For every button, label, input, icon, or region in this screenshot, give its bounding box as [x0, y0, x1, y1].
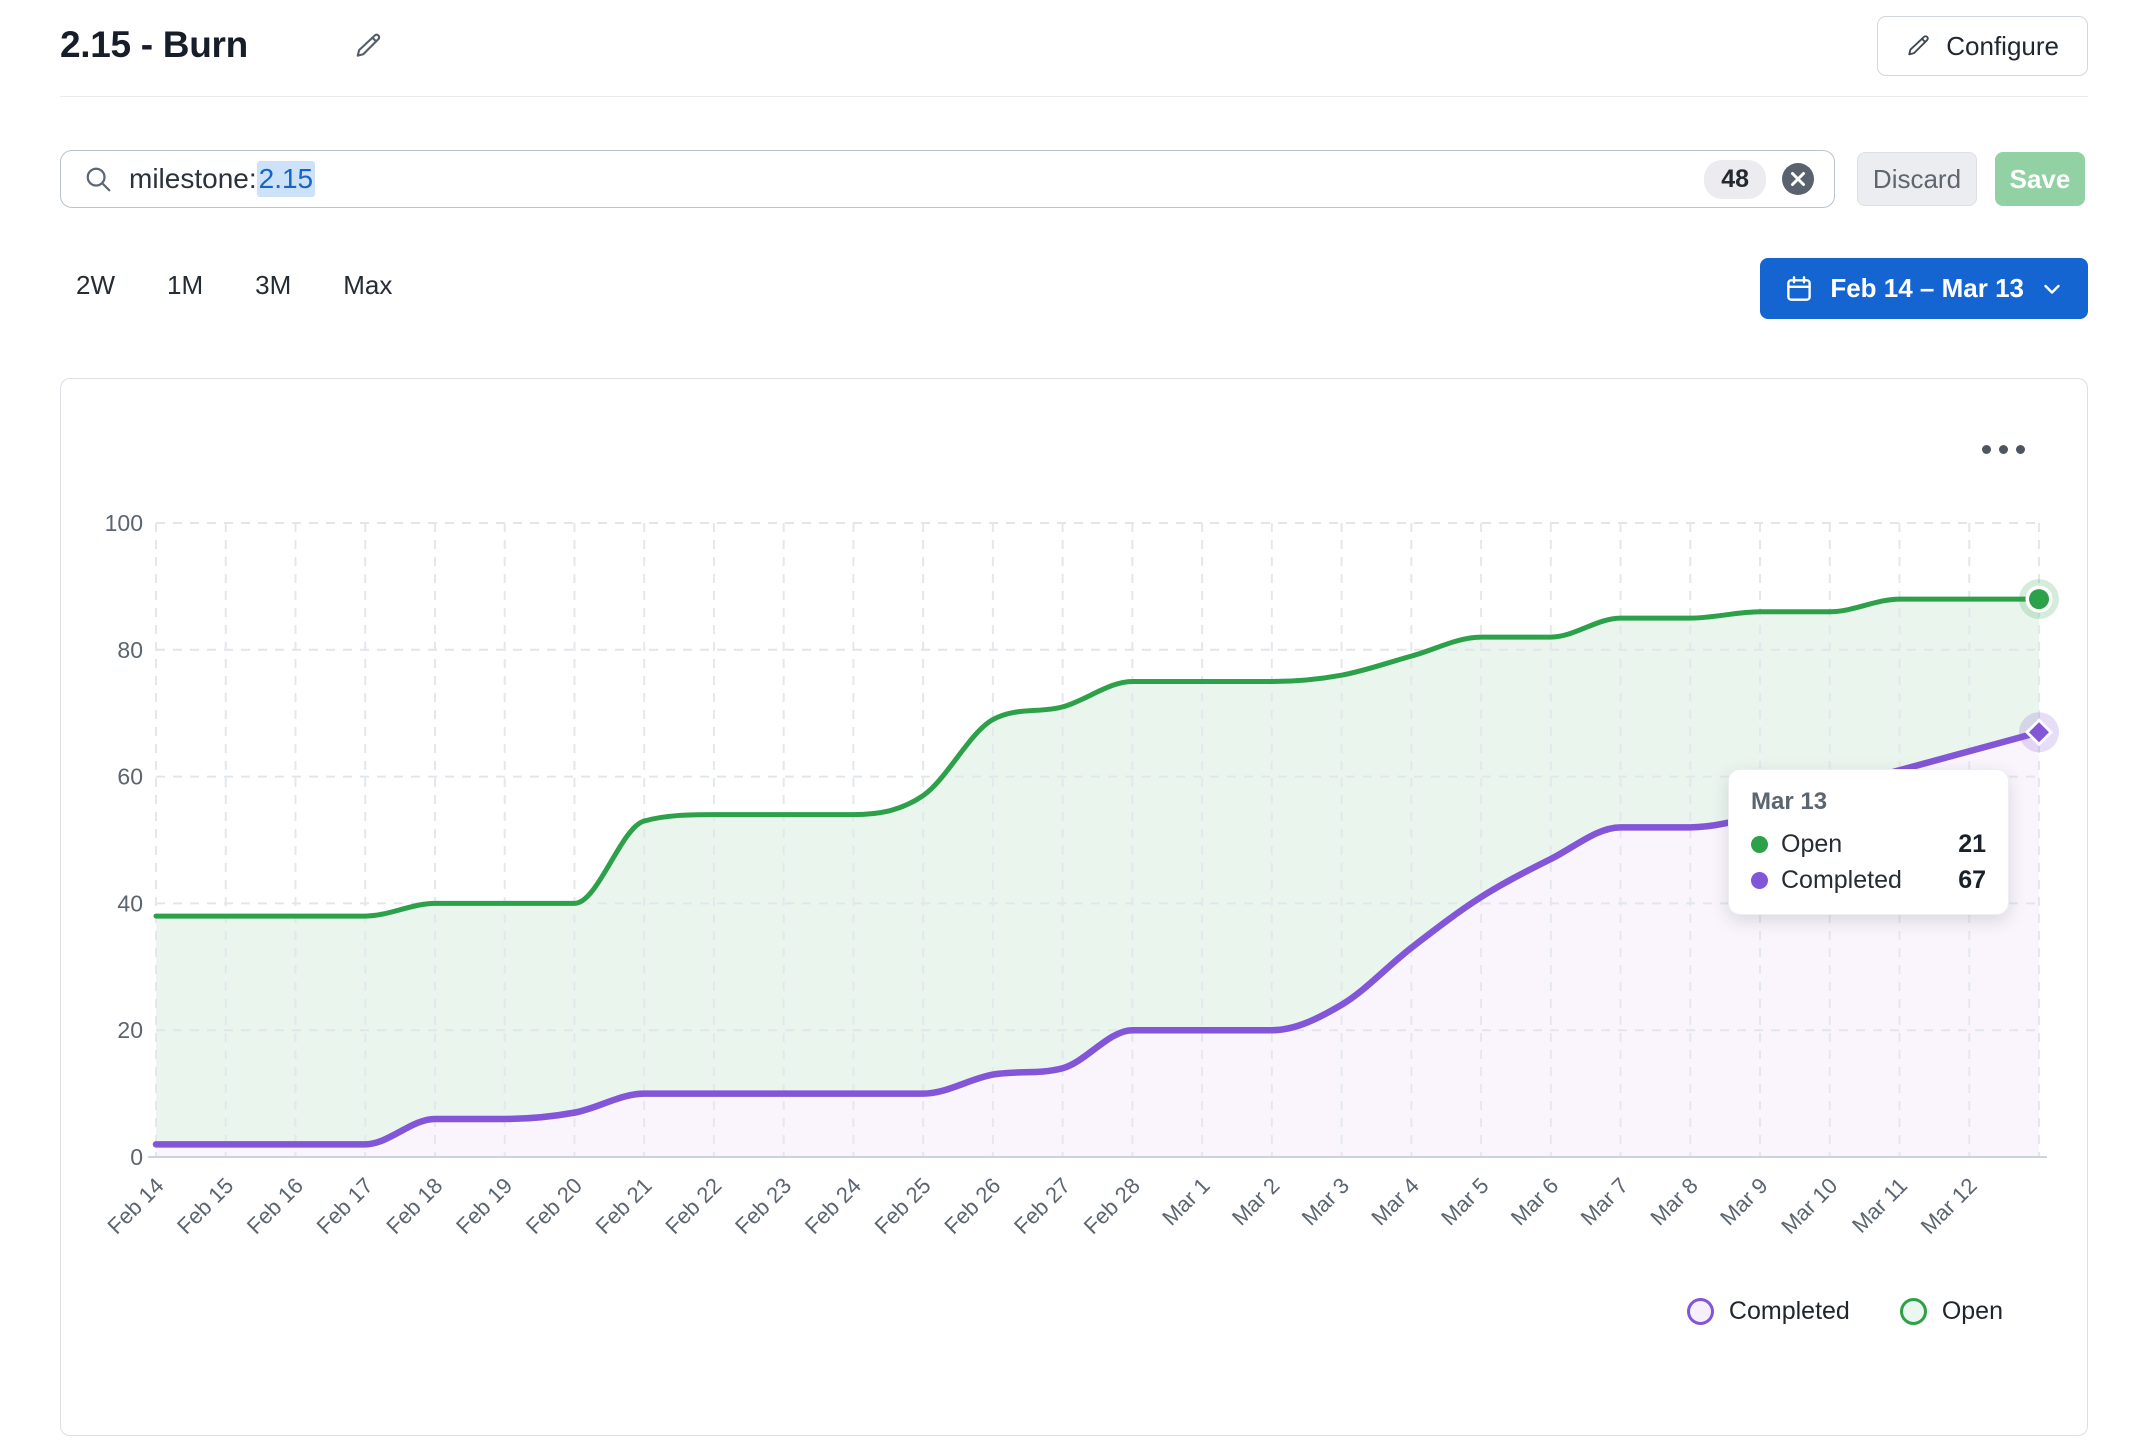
close-circle-icon — [1780, 161, 1816, 197]
svg-text:Mar 5: Mar 5 — [1436, 1173, 1493, 1230]
legend-label-completed: Completed — [1728, 1297, 1850, 1325]
svg-text:Mar 4: Mar 4 — [1366, 1173, 1423, 1230]
open-dot-icon — [1751, 835, 1768, 853]
search-icon — [86, 167, 111, 192]
legend-item-completed[interactable]: Completed — [1686, 1297, 1850, 1326]
completed-line — [152, 728, 2043, 1148]
svg-text:Mar 10: Mar 10 — [1776, 1173, 1842, 1239]
configure-label: Configure — [1946, 30, 2059, 61]
x-axis-labels: Feb 14 Feb 15 Feb 16 Feb 17 Feb 18 Feb 19 Feb … — [102, 1173, 1981, 1239]
query-token-selected: 2.15 — [256, 161, 316, 197]
svg-text:Feb 25: Feb 25 — [870, 1173, 936, 1239]
gridlines — [155, 522, 2040, 1157]
date-range-button[interactable]: Feb 14 – Mar 13 — [1760, 258, 2088, 319]
svg-text:Feb 22: Feb 22 — [660, 1173, 726, 1239]
svg-text:Mar 2: Mar 2 — [1227, 1173, 1284, 1230]
svg-text:Feb 23: Feb 23 — [730, 1173, 796, 1239]
tooltip-date: Mar 13 — [1751, 788, 1828, 815]
burn-chart-card: 0 20 40 60 80 100 Feb 14 Feb 15 Feb 16 Feb 17 Feb … — [60, 378, 2088, 1436]
svg-text:Mar 8: Mar 8 — [1645, 1173, 1702, 1230]
svg-text:Feb 24: Feb 24 — [800, 1173, 866, 1239]
tooltip-completed-value: 67 — [1958, 865, 1986, 894]
svg-text:Mar 12: Mar 12 — [1916, 1173, 1982, 1239]
svg-text:40: 40 — [117, 890, 143, 916]
range-preset-2w[interactable]: 2W — [76, 270, 115, 300]
header-divider — [60, 96, 2088, 97]
svg-text:Feb 16: Feb 16 — [242, 1173, 308, 1239]
edit-title-button[interactable] — [352, 30, 386, 64]
svg-text:0: 0 — [130, 1144, 143, 1170]
svg-text:Feb 26: Feb 26 — [939, 1173, 1005, 1239]
tooltip-open-label: Open — [1781, 829, 1843, 858]
filter-query-text: milestone: 2.15 — [129, 161, 1704, 197]
filter-query-input[interactable]: milestone: 2.15 48 — [60, 150, 1835, 208]
svg-text:Feb 18: Feb 18 — [381, 1173, 447, 1239]
svg-text:Mar 6: Mar 6 — [1506, 1173, 1563, 1230]
tooltip-row-completed: Completed 67 — [1751, 862, 1986, 898]
completed-dot-icon — [1751, 871, 1768, 889]
page-header: 2.15 - Burn Configure — [60, 16, 2088, 78]
svg-text:Mar 7: Mar 7 — [1576, 1173, 1633, 1230]
discard-button[interactable]: Discard — [1857, 152, 1977, 206]
svg-text:Feb 14: Feb 14 — [102, 1173, 168, 1239]
svg-text:80: 80 — [117, 637, 143, 663]
ellipsis-icon — [1981, 444, 2025, 454]
svg-text:Feb 17: Feb 17 — [312, 1173, 378, 1239]
calendar-icon — [1787, 275, 1812, 301]
svg-text:100: 100 — [105, 510, 143, 536]
svg-text:Feb 19: Feb 19 — [451, 1173, 517, 1239]
result-count-badge: 48 — [1704, 159, 1766, 199]
range-controls: 2W 1M 3M Max Feb 14 – Mar 13 — [60, 258, 2088, 322]
svg-text:Mar 11: Mar 11 — [1847, 1173, 1912, 1238]
range-preset-max[interactable]: Max — [343, 270, 393, 300]
completed-swatch-icon — [1686, 1298, 1714, 1325]
query-prefix: milestone: — [129, 163, 257, 194]
svg-text:Mar 1: Mar 1 — [1157, 1173, 1214, 1230]
tooltip-open-value: 21 — [1958, 829, 1986, 858]
open-end-marker — [2019, 579, 2059, 620]
chevron-down-icon — [2044, 284, 2060, 294]
chart-legend: Completed Open — [1686, 1297, 2003, 1326]
svg-text:60: 60 — [117, 764, 143, 790]
legend-label-open: Open — [1941, 1297, 2003, 1325]
open-line — [153, 596, 2042, 919]
svg-text:Mar 9: Mar 9 — [1715, 1173, 1772, 1230]
svg-text:Feb 21: Feb 21 — [591, 1173, 657, 1239]
chart-tooltip: Mar 13 Open 21 Completed 67 — [1728, 769, 2009, 915]
svg-text:Feb 15: Feb 15 — [172, 1173, 238, 1239]
legend-item-open[interactable]: Open — [1899, 1297, 2003, 1326]
range-preset-1m[interactable]: 1M — [167, 270, 204, 300]
range-presets: 2W 1M 3M Max — [76, 270, 392, 301]
range-preset-3m[interactable]: 3M — [255, 270, 292, 300]
save-button[interactable]: Save — [1995, 152, 2085, 206]
clear-filter-button[interactable] — [1780, 161, 1816, 197]
svg-text:Feb 28: Feb 28 — [1079, 1173, 1145, 1239]
svg-text:Feb 27: Feb 27 — [1009, 1173, 1075, 1239]
configure-button[interactable]: Configure — [1877, 16, 2088, 76]
filter-bar: milestone: 2.15 48 Discard Save — [60, 150, 2088, 208]
date-range-label: Feb 14 – Mar 13 — [1830, 273, 2024, 303]
tooltip-completed-label: Completed — [1781, 865, 1902, 894]
pencil-icon — [354, 33, 384, 64]
svg-text:Mar 3: Mar 3 — [1297, 1173, 1354, 1230]
tooltip-row-open: Open 21 — [1751, 826, 1986, 862]
chart-options-button[interactable] — [1977, 431, 2029, 467]
completed-area — [156, 732, 2039, 1157]
page-title: 2.15 - Burn — [60, 24, 248, 65]
svg-text:20: 20 — [117, 1017, 143, 1043]
pencil-icon — [1906, 33, 1932, 59]
svg-text:Feb 20: Feb 20 — [521, 1173, 587, 1239]
open-swatch-icon — [1899, 1298, 1927, 1325]
completed-end-marker — [2019, 712, 2059, 753]
y-axis-labels: 0 20 40 60 80 100 — [105, 510, 143, 1170]
